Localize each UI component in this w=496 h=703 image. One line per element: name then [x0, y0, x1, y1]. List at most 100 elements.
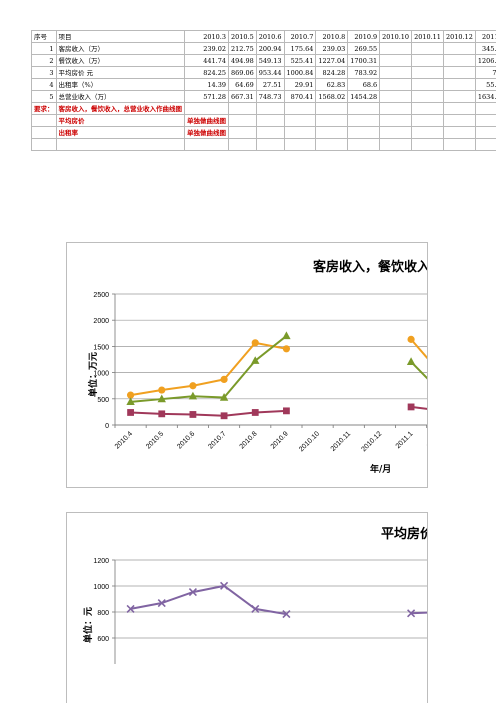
requirement-row: 要求：客房收入，餐饮收入，总营业收入作曲线图	[32, 103, 496, 115]
item-cell: 总营业收入（万）	[56, 91, 185, 103]
value-cell	[443, 67, 475, 79]
value-cell: 212.75	[229, 43, 257, 55]
value-cell: 239.02	[185, 43, 229, 55]
value-cell: 27.51	[256, 79, 284, 91]
empty-cell	[380, 127, 412, 139]
header-cell: 2010.3	[185, 31, 229, 43]
y-tick-label: 500	[97, 397, 109, 404]
data-point	[158, 386, 165, 393]
requirement-label	[32, 127, 57, 139]
empty-cell	[316, 115, 348, 127]
series-line	[411, 362, 427, 394]
value-cell: 1227.04	[316, 55, 348, 67]
value-cell	[380, 91, 412, 103]
empty-cell	[412, 115, 444, 127]
value-cell: 269.55	[348, 43, 380, 55]
series-line	[131, 411, 287, 416]
empty-cell	[475, 139, 496, 151]
data-point	[189, 382, 196, 389]
y-tick-label: 1000	[93, 371, 109, 378]
value-cell	[412, 91, 444, 103]
empty-cell	[284, 127, 316, 139]
value-cell: 494.98	[229, 55, 257, 67]
value-cell: 571.28	[185, 91, 229, 103]
value-cell: 239.03	[316, 43, 348, 55]
requirement-note: 单独做曲线图	[185, 127, 229, 139]
value-cell	[412, 79, 444, 91]
value-cell	[380, 67, 412, 79]
y-tick-label: 1000	[93, 584, 109, 591]
empty-cell	[229, 127, 257, 139]
data-point	[158, 410, 165, 417]
y-tick-label: 2500	[93, 292, 109, 299]
value-cell: 175.64	[284, 43, 316, 55]
empty-cell	[229, 103, 257, 115]
y-tick-label: 1500	[93, 344, 109, 351]
value-cell: 29.91	[284, 79, 316, 91]
value-cell: 68.6	[348, 79, 380, 91]
empty-cell	[443, 127, 475, 139]
y-tick-label: 800	[97, 610, 109, 617]
value-cell: 869.06	[229, 67, 257, 79]
header-cell: 2010.6	[256, 31, 284, 43]
empty-cell	[380, 103, 412, 115]
x-tick-label: 2010.12	[360, 430, 383, 453]
empty-cell	[316, 103, 348, 115]
x-tick-label: 2010.9	[270, 430, 290, 450]
value-cell	[412, 55, 444, 67]
header-cell: 2010.7	[284, 31, 316, 43]
item-cell: 客房收入（万）	[56, 43, 185, 55]
requirement-text: 出租率	[56, 127, 185, 139]
empty-cell	[443, 115, 475, 127]
empty-cell	[475, 115, 496, 127]
data-point	[283, 407, 290, 414]
empty-cell	[443, 139, 475, 151]
value-cell: 55.37	[475, 79, 496, 91]
empty-cell	[348, 139, 380, 151]
x-tick-label: 2010.7	[207, 430, 227, 450]
header-cell: 2010.5	[229, 31, 257, 43]
x-tick-label: 2010.4	[114, 430, 134, 450]
empty-cell	[284, 115, 316, 127]
y-tick-label: 2000	[93, 318, 109, 325]
value-cell	[443, 43, 475, 55]
value-cell: 1634.22	[475, 91, 496, 103]
value-cell	[443, 55, 475, 67]
value-cell: 824.28	[316, 67, 348, 79]
empty-cell	[475, 103, 496, 115]
value-cell: 14.39	[185, 79, 229, 91]
header-cell: 2010.10	[380, 31, 412, 43]
value-cell: 790	[475, 67, 496, 79]
requirement-text: 客房收入，餐饮收入，总营业收入作曲线图	[56, 103, 185, 115]
empty-cell	[256, 139, 284, 151]
value-cell	[380, 55, 412, 67]
empty-cell	[284, 139, 316, 151]
empty-cell	[380, 139, 412, 151]
x-tick-label: 2011.2	[426, 430, 427, 450]
item-cell: 出租率（%）	[56, 79, 185, 91]
requirement-text: 平均房价	[56, 115, 185, 127]
header-cell: 2010.8	[316, 31, 348, 43]
value-cell: 549.13	[256, 55, 284, 67]
empty-cell	[380, 115, 412, 127]
y-tick-label: 600	[97, 636, 109, 643]
value-cell: 64.69	[229, 79, 257, 91]
value-cell	[412, 43, 444, 55]
y-tick-label: 0	[105, 423, 109, 430]
value-cell: 345.17	[475, 43, 496, 55]
x-tick-label: 2010.8	[239, 430, 259, 450]
row-number-cell: 2	[32, 55, 57, 67]
empty-cell	[284, 103, 316, 115]
empty-cell	[443, 103, 475, 115]
row-number-cell: 3	[32, 67, 57, 79]
x-tick-label: 2010.5	[145, 430, 165, 450]
requirement-note: 单独做曲线图	[185, 115, 229, 127]
row-number-cell: 5	[32, 91, 57, 103]
value-cell	[380, 43, 412, 55]
